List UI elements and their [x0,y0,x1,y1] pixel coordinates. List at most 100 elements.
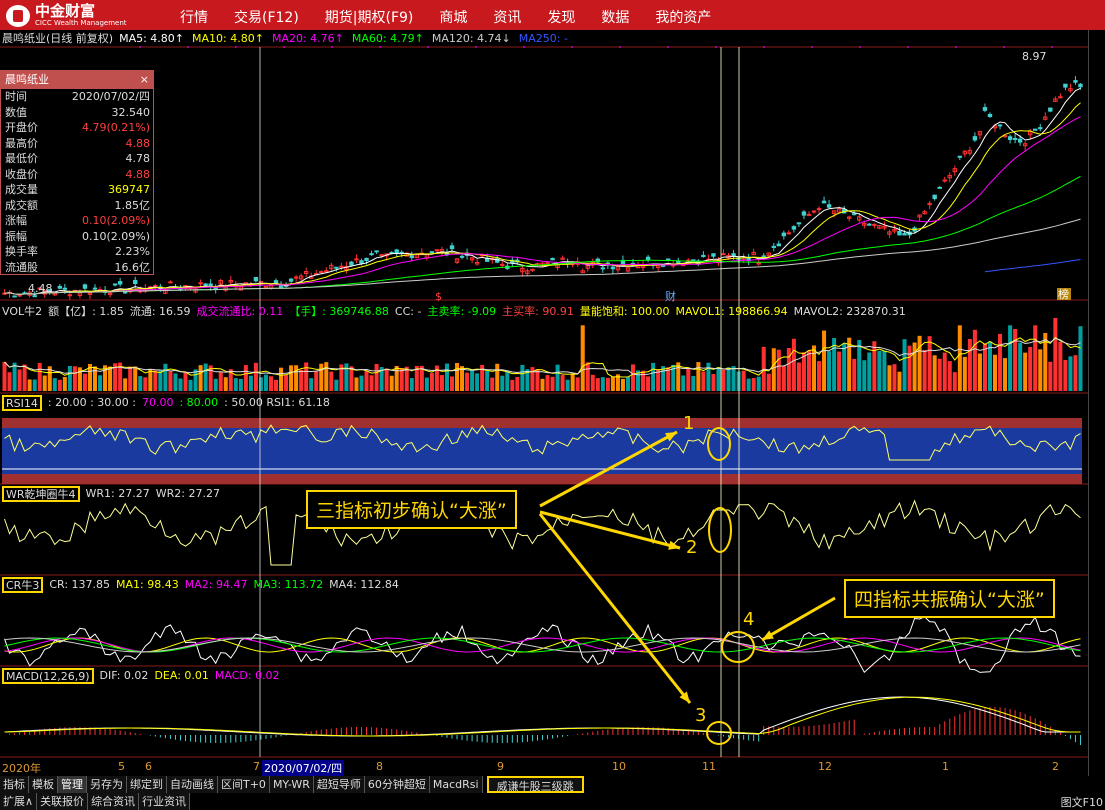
tab-1[interactable]: 模板 [29,776,58,793]
extension-tabs: 扩展∧ 关联报价 综合资讯 行业资讯 [0,793,191,810]
tab-10[interactable]: MacdRsi [429,776,483,793]
ext-tab-0[interactable]: 扩展∧ [0,793,38,810]
tab-11[interactable]: 威谦牛股三级跳 [486,776,584,793]
volume-bar [565,379,570,391]
candle [133,279,138,285]
event-dot [571,46,573,48]
volume-bar [847,337,852,391]
menu-item-1[interactable]: 交易(F12) [234,10,299,26]
cr-line-3 [4,637,1081,653]
ext-tab-3[interactable]: 行业资讯 [139,793,191,810]
event-dot [235,46,237,48]
axis-label: 2020年 [2,762,41,775]
menu-item-5[interactable]: 发现 [547,10,576,26]
dea-line [4,696,1081,737]
axis-label: 2 [1052,760,1059,773]
volume-bar [178,378,183,391]
candle [731,253,736,257]
volume-bar [32,379,37,391]
candle [595,258,601,263]
volume-bar [892,364,897,391]
candle [937,186,942,189]
volume-bar [42,375,47,391]
menu-item-4[interactable]: 资讯 [493,10,522,26]
ext-tab-2[interactable]: 综合资讯 [88,793,140,810]
data-value: 4.78 [125,152,151,165]
tab-3[interactable]: 另存为 [87,776,127,793]
volume-bar [233,378,238,391]
vol-h-item-0[interactable]: VOL牛2 [2,305,43,318]
candle [112,283,118,286]
volume-bar [103,365,108,391]
data-window-title: 晨鸣纸业 [5,73,49,86]
data-value: 4.79(0.21%) [81,121,150,134]
volume-bar [811,345,817,391]
f10-button[interactable]: 图文F10 [1060,796,1103,809]
tab-2[interactable]: 管理 [58,776,87,793]
data-label: 成交量 [5,183,38,196]
annotation-number-4: 4 [743,609,755,630]
rsi-h-item-0[interactable]: RSI14 [2,395,42,411]
volume-bar [907,345,912,391]
volume-bar [827,351,832,391]
tab-4[interactable]: 绑定到 [127,776,167,793]
close-icon[interactable]: × [139,73,149,86]
event-dot [523,46,525,48]
tab-9[interactable]: 60分钟超短 [364,776,430,793]
volume-bar [716,367,721,391]
candle [766,252,771,257]
candle [1073,80,1078,83]
menu-item-3[interactable]: 商城 [439,10,468,26]
menu-item-6[interactable]: 数据 [601,10,630,26]
volume-bar [495,363,500,391]
candle [852,213,857,216]
tab-0[interactable]: 指标 [0,776,29,793]
volume-bar [636,370,641,391]
volume-bar [394,365,399,391]
candle [374,250,379,253]
menu-item-0[interactable]: 行情 [180,10,208,26]
candle [902,232,907,236]
candle [877,225,882,229]
data-window[interactable]: 晨鸣纸业 × 时间 2020/07/02/四 数值 32.540 开盘价 4.79(0.21… [0,70,154,275]
volume-bar [741,370,746,391]
menu-item-2[interactable]: 期货|期权(F9) [324,10,414,26]
volume-bar [379,367,384,391]
data-label: 最高价 [5,136,38,150]
right-scrollbar[interactable] [1088,30,1105,776]
volume-bar [460,366,465,391]
macd-h-item-0[interactable]: MACD(12,26,9) [2,668,94,684]
cr-h-item-0[interactable]: CR牛3 [2,577,44,593]
cr-h-item-2: MA1: 98.43 [116,578,179,591]
volume-bar [1008,325,1013,391]
tab-7[interactable]: MY-WR [269,776,314,793]
candle [982,107,988,111]
event-dot [859,46,861,48]
candle [721,253,726,256]
data-row: 时间 2020/07/02/四 [1,89,153,105]
event-dot [667,46,669,48]
candle [293,276,299,279]
tab-5[interactable]: 自动画线 [167,776,218,793]
data-row: 成交额 1.85亿 [1,198,153,214]
volume-bar [2,361,7,391]
volume-bar [359,375,364,391]
candle [57,285,63,289]
tab-6[interactable]: 区间T+0 [218,776,270,793]
ext-tab-1[interactable]: 关联报价 [37,793,89,810]
ma250-line [984,259,1081,273]
volume-bar [429,373,434,391]
tab-8[interactable]: 超短导师 [313,776,365,793]
rsi-band [2,418,1082,428]
menu-item-7[interactable]: 我的资产 [655,10,712,26]
volume-bar [304,362,309,391]
candle [1068,88,1073,92]
volume-bar [188,379,193,391]
volume-bar [957,325,962,391]
event-dot [1051,46,1053,48]
candle [288,278,294,282]
data-row: 流通股 16.6亿 [1,260,153,276]
candle [892,228,897,232]
wr-h-item-0[interactable]: WR乾坤圈牛4 [2,486,80,502]
candle [530,268,535,271]
